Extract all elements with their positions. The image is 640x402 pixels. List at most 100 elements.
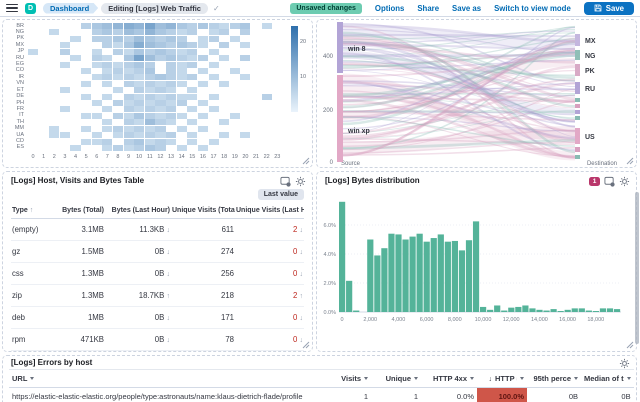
- heatmap-cell[interactable]: [112, 125, 124, 132]
- histogram-bar[interactable]: [543, 310, 550, 312]
- heatmap-cell[interactable]: [134, 67, 145, 74]
- heatmap-cell[interactable]: [112, 100, 124, 107]
- histogram-bar[interactable]: [465, 240, 473, 312]
- heatmap-cell[interactable]: [112, 29, 124, 36]
- heatmap-cell[interactable]: [240, 74, 251, 81]
- column-header[interactable]: Type ↑: [11, 204, 55, 219]
- heatmap-cell[interactable]: [102, 144, 113, 151]
- column-header[interactable]: Unique Visits (Total): [171, 204, 235, 219]
- heatmap-cell[interactable]: [102, 93, 113, 100]
- heatmap-cell[interactable]: [59, 87, 70, 94]
- column-header[interactable]: 95th perce: [527, 369, 581, 388]
- heatmap-cell[interactable]: [166, 42, 177, 49]
- heatmap-cell[interactable]: [144, 87, 155, 94]
- heatmap-cell[interactable]: [155, 35, 166, 42]
- heatmap-cell[interactable]: [176, 55, 187, 62]
- heatmap-cell[interactable]: [112, 87, 124, 94]
- heatmap-cell[interactable]: [102, 23, 113, 29]
- heatmap-cell[interactable]: [197, 67, 208, 74]
- heatmap-cell[interactable]: [176, 144, 187, 151]
- column-header[interactable]: ↓ HTTP 5xx: [477, 369, 527, 388]
- heatmap-cell[interactable]: [176, 42, 187, 49]
- heatmap-cell[interactable]: [240, 29, 251, 36]
- heatmap-cell[interactable]: [112, 144, 124, 151]
- histogram-bar[interactable]: [388, 233, 395, 312]
- heatmap-cell[interactable]: [155, 100, 166, 107]
- heatmap-cell[interactable]: [155, 87, 166, 94]
- histogram-bar[interactable]: [416, 233, 423, 312]
- heatmap-cell[interactable]: [166, 29, 177, 36]
- column-header[interactable]: Unique Visits (Last Hour): [235, 204, 304, 219]
- sankey-chart[interactable]: 400 200 0 Source Destination win 8 win xp MX NG P…: [317, 20, 636, 167]
- resize-handle-icon[interactable]: [302, 157, 310, 165]
- heatmap-cell[interactable]: [91, 29, 102, 36]
- heatmap-cell[interactable]: [187, 87, 198, 94]
- histogram-bar[interactable]: [571, 308, 578, 312]
- heatmap-cell[interactable]: [91, 61, 102, 68]
- heatmap-cell[interactable]: [187, 74, 198, 81]
- heatmap-cell[interactable]: [155, 29, 166, 36]
- histogram-bar[interactable]: [599, 308, 607, 312]
- heatmap-cell[interactable]: [102, 42, 113, 49]
- heatmap-cell[interactable]: [112, 112, 124, 119]
- heatmap-cell[interactable]: [187, 132, 198, 139]
- resize-handle-icon[interactable]: [302, 341, 310, 349]
- column-header[interactable]: Bytes (Total): [55, 204, 105, 219]
- heatmap-cell[interactable]: [176, 35, 187, 42]
- histogram-bar[interactable]: [536, 309, 543, 312]
- heatmap-cell[interactable]: [187, 55, 198, 62]
- heatmap-cell[interactable]: [112, 48, 124, 55]
- heatmap-cell[interactable]: [91, 74, 102, 81]
- deployment-logo[interactable]: D: [25, 2, 36, 14]
- histogram-bar[interactable]: [451, 240, 458, 312]
- heatmap-cell[interactable]: [166, 48, 177, 55]
- histogram-bar[interactable]: [409, 236, 416, 312]
- heatmap-cell[interactable]: [123, 125, 134, 132]
- gear-icon[interactable]: [295, 176, 306, 187]
- heatmap-cell[interactable]: [123, 55, 134, 62]
- column-header[interactable]: Visits: [325, 369, 371, 388]
- heatmap-cell[interactable]: [123, 132, 134, 139]
- column-header[interactable]: Bytes (Last Hour): [105, 204, 171, 219]
- gear-icon[interactable]: [619, 176, 630, 187]
- heatmap-cell[interactable]: [144, 23, 155, 29]
- heatmap-cell[interactable]: [134, 138, 145, 145]
- heatmap-cell[interactable]: [261, 93, 272, 100]
- heatmap-cell[interactable]: [197, 80, 208, 87]
- heatmap-cell[interactable]: [59, 42, 70, 49]
- heatmap-cell[interactable]: [187, 93, 198, 100]
- sankey-node-win8[interactable]: [337, 22, 343, 73]
- heatmap-cell[interactable]: [134, 87, 145, 94]
- heatmap-cell[interactable]: [219, 55, 230, 62]
- heatmap-cell[interactable]: [197, 125, 208, 132]
- heatmap-cell[interactable]: [144, 35, 155, 42]
- heatmap-cell[interactable]: [197, 55, 208, 62]
- heatmap-cell[interactable]: [134, 35, 145, 42]
- histogram-bar[interactable]: [529, 308, 536, 312]
- heatmap-cell[interactable]: [144, 119, 155, 126]
- histogram-bar[interactable]: [501, 310, 508, 312]
- heatmap-cell[interactable]: [134, 112, 145, 119]
- heatmap-cell[interactable]: [208, 48, 219, 55]
- heatmap-cell[interactable]: [166, 55, 177, 62]
- heatmap-cell[interactable]: [123, 106, 134, 113]
- heatmap-cell[interactable]: [208, 74, 219, 81]
- heatmap-cell[interactable]: [187, 42, 198, 49]
- heatmap-cell[interactable]: [176, 112, 187, 119]
- heatmap-cell[interactable]: [166, 61, 177, 68]
- histogram-bar[interactable]: [515, 306, 522, 312]
- heatmap-cell[interactable]: [134, 42, 145, 49]
- heatmap-cell[interactable]: [166, 74, 177, 81]
- heatmap-cell[interactable]: [134, 74, 145, 81]
- menu-icon[interactable]: [6, 3, 18, 13]
- heatmap-cell[interactable]: [155, 55, 166, 62]
- histogram-bar[interactable]: [557, 311, 564, 312]
- heatmap-cell[interactable]: [123, 42, 134, 49]
- heatmap-cell[interactable]: [166, 80, 177, 87]
- heatmap-cell[interactable]: [134, 23, 145, 29]
- heatmap-cell[interactable]: [102, 106, 113, 113]
- breadcrumb-dashboard[interactable]: Dashboard: [43, 3, 98, 14]
- heatmap-cell[interactable]: [49, 132, 60, 139]
- heatmap-cell[interactable]: [155, 48, 166, 55]
- heatmap-cell[interactable]: [102, 74, 113, 81]
